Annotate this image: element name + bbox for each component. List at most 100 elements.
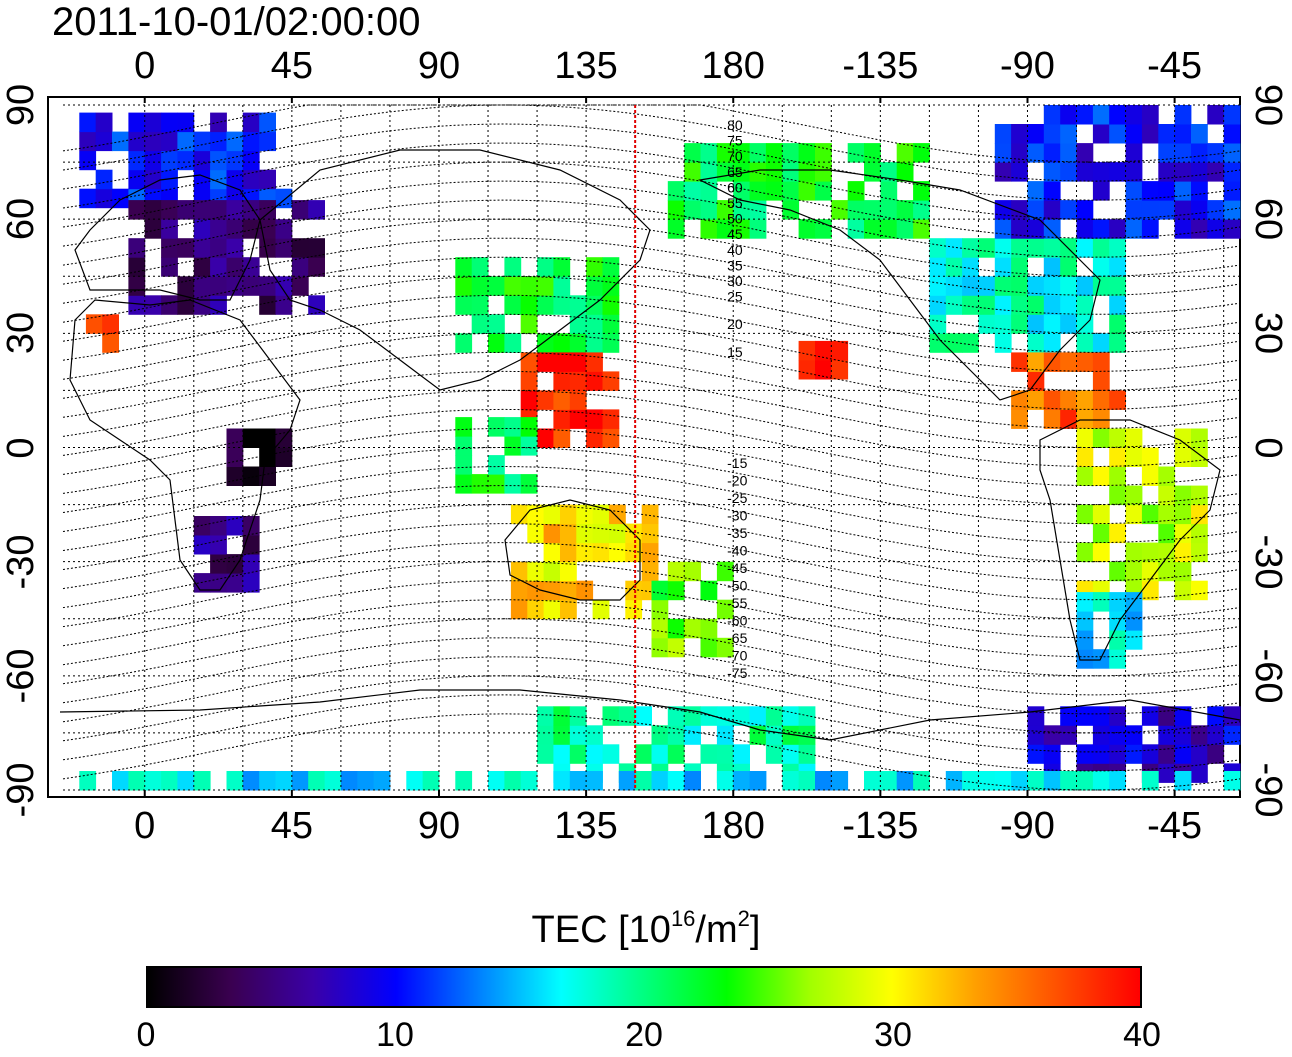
magnetic-contour <box>62 237 1241 315</box>
tec-cell-south-america <box>1141 542 1159 563</box>
tec-cell-north-atlantic-europe <box>242 131 260 152</box>
tec-cell-north-america <box>929 314 947 334</box>
tec-cell-north-atlantic-europe <box>226 150 244 171</box>
tec-cell-arctic-canada <box>1174 124 1192 144</box>
tec-cell-antarctica-atlantic <box>1207 744 1225 764</box>
tec-cell-central-africa <box>226 428 244 448</box>
tec-cell-central-america <box>1092 371 1110 391</box>
tec-cell-se-asia-south-china <box>569 371 587 391</box>
tec-cell-north-america <box>1027 276 1045 296</box>
magnetic-contour <box>62 675 1241 753</box>
tec-cell-europe <box>161 238 178 258</box>
tec-cell-new-zealand-sea <box>667 618 685 639</box>
tec-cell-central-america <box>1092 352 1110 372</box>
tec-cell-west-africa-spot <box>102 333 119 353</box>
tec-cell-north-atlantic-europe <box>95 188 113 209</box>
tec-cell-arctic-canada <box>1191 162 1208 182</box>
lon-tick-label: 0 <box>134 45 156 87</box>
lon-tick-label: -135 <box>842 805 919 847</box>
tec-cell-central-america <box>1076 390 1094 410</box>
tec-cell-australia <box>625 580 643 601</box>
tec-cell-antarctica-pacific <box>716 744 734 764</box>
tec-cell-central-america <box>1043 390 1061 410</box>
tec-cell-indonesia <box>504 474 522 494</box>
tec-cell-north-america <box>1011 257 1028 277</box>
tec-cell-north-america <box>1109 314 1126 334</box>
tec-cell-europe <box>259 295 276 315</box>
tec-cell-north-atlantic-europe <box>177 150 195 171</box>
tec-cell-patagonia <box>1125 611 1143 631</box>
tec-cell-europe <box>210 219 227 239</box>
tec-cell-arctic-canada <box>1207 162 1225 182</box>
contour-label: -70 <box>727 648 747 664</box>
tec-cell-antarctic-belt <box>406 771 424 791</box>
tec-cell-east-asia <box>537 257 554 277</box>
tec-cell-north-america <box>1060 276 1077 296</box>
colorbar-tick-label: 0 <box>136 1016 156 1054</box>
tec-cell-central-africa <box>275 447 293 467</box>
tec-cell-arctic-canada <box>1158 162 1176 182</box>
magnetic-contour <box>62 599 1241 677</box>
colorbar-title: TEC [1016/m2] <box>0 908 1292 952</box>
tec-cell-antarctica-pacific <box>684 725 701 745</box>
tec-cell-north-atlantic-europe <box>161 169 178 190</box>
tec-cell-arctic-canada <box>1141 181 1159 201</box>
magnetic-contour <box>62 142 1241 220</box>
tec-cell-south-america <box>1141 504 1159 525</box>
colorbar-tick-label: 30 <box>874 1016 912 1054</box>
tec-cell-central-america <box>1043 409 1061 429</box>
tec-cell-europe <box>259 219 276 239</box>
tec-cell-patagonia <box>1076 649 1094 669</box>
tec-cell-southern-africa <box>193 516 211 536</box>
tec-cell-southern-africa <box>210 554 227 574</box>
tec-cell-antarctic-belt <box>112 771 129 791</box>
tec-cell-antarctica-atlantic <box>1191 725 1208 745</box>
tec-cell-arctic-canada <box>1011 219 1028 239</box>
tec-cell-antarctic-belt <box>324 771 342 791</box>
tec-cell-south-america <box>1092 523 1110 544</box>
tec-cell-europe <box>259 276 276 296</box>
tec-cell-north-atlantic-europe <box>128 131 146 152</box>
contour-label: 40 <box>727 242 743 258</box>
tec-cell-north-america <box>1011 238 1028 258</box>
tec-cell-europe <box>308 257 325 277</box>
tec-cell-arctic-canada <box>1174 162 1192 182</box>
colorbar <box>146 966 1142 1008</box>
tec-cell-europe <box>193 257 211 277</box>
tec-cell-antarctic-belt <box>259 771 276 791</box>
tec-cell-south-america <box>1158 542 1176 563</box>
tec-cell-europe <box>144 219 162 239</box>
tec-cell-south-america <box>1076 542 1094 563</box>
tec-cell-central-america <box>1092 409 1110 429</box>
tec-cell-australia <box>560 542 577 563</box>
tec-cell-arctic-canada <box>1027 143 1045 163</box>
tec-cell-se-asia-south-china <box>602 409 620 429</box>
tec-cell-east-asia <box>504 295 522 315</box>
tec-cell-pacific-north <box>798 143 816 163</box>
tec-cell-antarctic-belt <box>226 771 244 791</box>
tec-cell-new-zealand-sea <box>651 618 669 639</box>
tec-cell-antarctic-belt <box>340 771 358 791</box>
tec-cell-east-asia <box>602 257 620 277</box>
tec-cell-arctic-canada <box>1092 181 1110 201</box>
contour-label: -20 <box>727 473 747 489</box>
tec-cell-arctic-canada <box>1223 181 1241 201</box>
tec-cell-antarctica-pacific <box>782 706 800 726</box>
magnetic-contour <box>62 313 1241 391</box>
tec-cell-antarctic-belt <box>242 771 260 791</box>
tec-cell-antarctica-atlantic <box>1027 744 1045 764</box>
contour-label: 60 <box>727 179 743 195</box>
tec-cell-indonesia <box>455 417 473 437</box>
coast-europe <box>74 174 261 301</box>
tec-cell-europe <box>210 238 227 258</box>
tec-cell-north-atlantic-europe <box>95 112 113 133</box>
tec-cell-antarctica-atlantic <box>1174 725 1192 745</box>
tec-cell-antarctic-belt <box>864 771 881 791</box>
magnetic-contour <box>62 485 1241 563</box>
tec-cell-antarctica-atlantic <box>1223 706 1241 726</box>
tec-cell-pacific-north <box>733 200 750 220</box>
tec-cell-europe <box>210 200 227 220</box>
tec-cell-europe <box>128 295 146 315</box>
tec-cell-southern-africa <box>210 573 227 593</box>
tec-cell-central-america <box>1043 352 1061 372</box>
